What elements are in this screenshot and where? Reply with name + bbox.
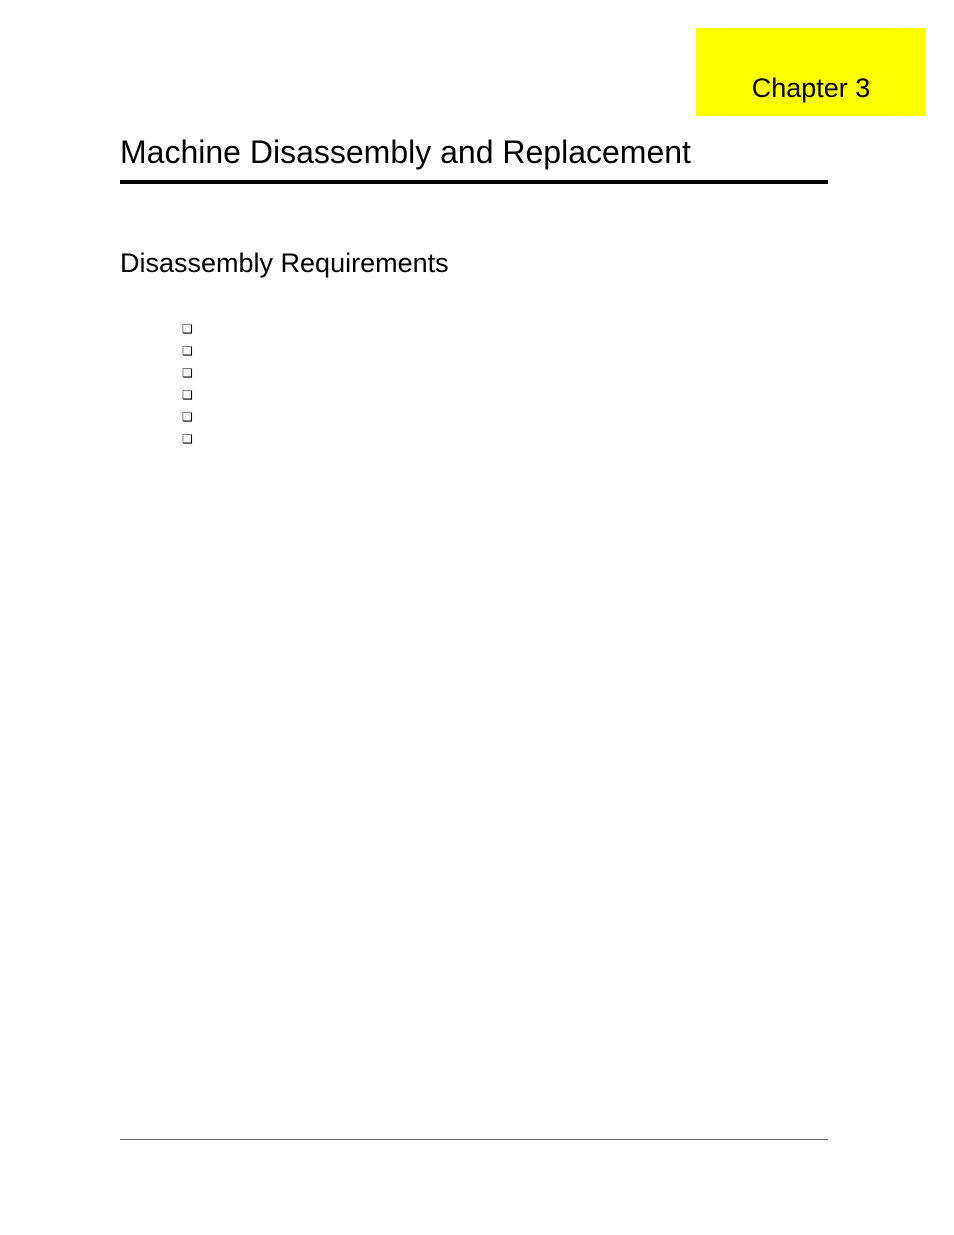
- chapter-badge: Chapter 3: [696, 28, 926, 116]
- list-item: ❑: [182, 340, 193, 362]
- list-item: ❑: [182, 318, 193, 340]
- document-page: Chapter 3 Machine Disassembly and Replac…: [0, 0, 954, 1235]
- section-heading: Disassembly Requirements: [120, 248, 449, 279]
- bullet-glyph: ❑: [182, 432, 193, 446]
- bullet-list: ❑ ❑ ❑ ❑ ❑ ❑: [182, 318, 193, 450]
- bullet-glyph: ❑: [182, 366, 193, 380]
- list-item: ❑: [182, 428, 193, 450]
- chapter-badge-label: Chapter 3: [752, 73, 871, 104]
- page-title: Machine Disassembly and Replacement: [120, 134, 691, 171]
- list-item: ❑: [182, 384, 193, 406]
- bullet-glyph: ❑: [182, 388, 193, 402]
- bullet-glyph: ❑: [182, 344, 193, 358]
- bullet-glyph: ❑: [182, 322, 193, 336]
- list-item: ❑: [182, 362, 193, 384]
- title-rule: [120, 180, 828, 184]
- list-item: ❑: [182, 406, 193, 428]
- bullet-glyph: ❑: [182, 410, 193, 424]
- footer-rule: [120, 1139, 828, 1140]
